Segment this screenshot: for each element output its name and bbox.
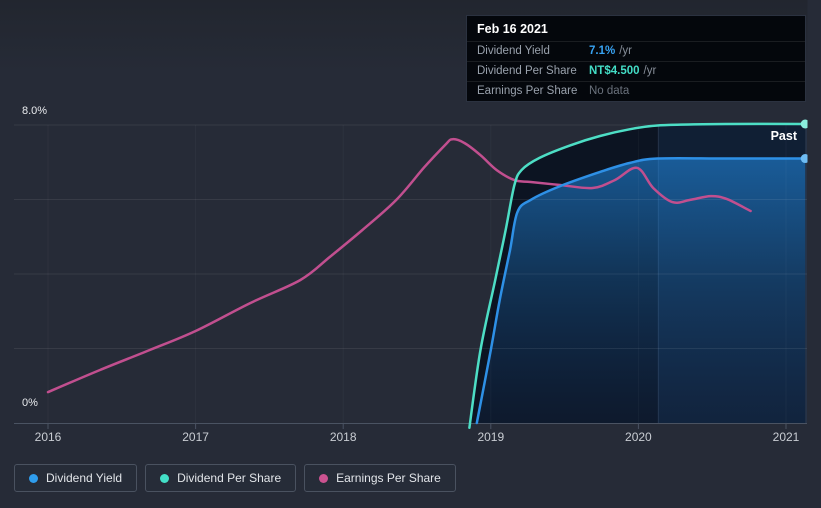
tooltip-date: Feb 16 2021 bbox=[477, 22, 548, 36]
dps-end-dot bbox=[800, 119, 810, 129]
x-axis-label: 2018 bbox=[329, 430, 357, 444]
legend-label: Earnings Per Share bbox=[336, 471, 441, 485]
plot-right-mask bbox=[807, 0, 821, 508]
tooltip-value: NT$4.500 bbox=[589, 65, 640, 77]
tooltip-row-dividend-per-share: Dividend Per Share NT$4.500 /yr bbox=[467, 61, 805, 81]
tooltip-row-dividend-yield: Dividend Yield 7.1% /yr bbox=[467, 41, 805, 61]
legend-color-dot-icon bbox=[160, 473, 170, 483]
dividend-yield-area bbox=[476, 158, 806, 423]
yield-end-dot bbox=[800, 154, 810, 164]
x-axis-label: 2016 bbox=[34, 430, 62, 444]
legend-label: Dividend Yield bbox=[46, 471, 123, 485]
legend-toggle-dividend-per-share[interactable]: Dividend Per Share bbox=[145, 464, 297, 492]
tooltip-value: 7.1% bbox=[589, 45, 616, 57]
tooltip-label: Earnings Per Share bbox=[477, 85, 578, 97]
chart-tooltip: Feb 16 2021 Dividend Yield 7.1% /yr Divi… bbox=[466, 15, 806, 102]
legend-color-dot-icon bbox=[319, 473, 329, 483]
eps-line bbox=[46, 137, 752, 394]
chart-legend: Dividend Yield Dividend Per Share Earnings… bbox=[14, 464, 456, 492]
legend-toggle-dividend-yield[interactable]: Dividend Yield bbox=[14, 464, 138, 492]
tooltip-row-earnings-per-share: Earnings Per Share No data bbox=[467, 81, 805, 101]
yield-line bbox=[475, 156, 807, 425]
dps-line bbox=[468, 122, 807, 429]
x-axis-label: 2020 bbox=[625, 430, 652, 444]
x-axis-label: 2019 bbox=[477, 430, 505, 444]
tooltip-label: Dividend Per Share bbox=[477, 65, 577, 77]
y-axis-min-label: 0% bbox=[22, 397, 38, 409]
tooltip-value: No data bbox=[589, 85, 630, 97]
legend-toggle-earnings-per-share[interactable]: Earnings Per Share bbox=[304, 464, 456, 492]
y-axis-max-label: 8.0% bbox=[22, 105, 48, 117]
legend-color-dot-icon bbox=[29, 473, 38, 483]
tooltip-unit: /yr bbox=[619, 45, 632, 57]
past-period-label: Past bbox=[770, 129, 797, 143]
tooltip-label: Dividend Yield bbox=[477, 45, 550, 57]
legend-label: Dividend Per Share bbox=[177, 471, 282, 485]
x-axis-label: 2021 bbox=[772, 430, 800, 444]
tooltip-unit: /yr bbox=[643, 65, 657, 77]
x-axis-label: 2017 bbox=[182, 430, 209, 444]
